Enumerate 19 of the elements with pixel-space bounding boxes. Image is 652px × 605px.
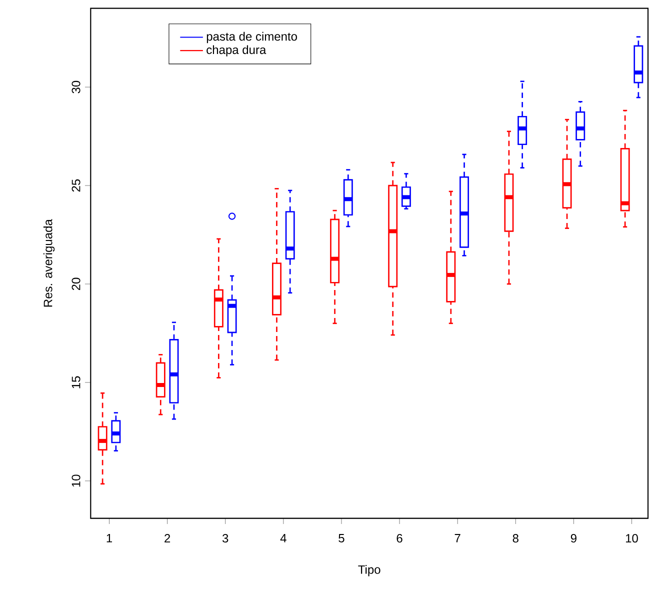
x-axis-title: Tipo <box>358 565 380 576</box>
x-tick-label: 1 <box>106 534 112 542</box>
x-tick-label: 10 <box>626 534 638 543</box>
legend-label: pasta de cimento <box>206 32 297 44</box>
x-tick-label: 8 <box>512 534 518 543</box>
y-tick-label: 15 <box>72 376 80 388</box>
x-tick-label: 2 <box>164 534 170 542</box>
x-tick-label: 7 <box>454 534 460 542</box>
legend-label: chapa dura <box>206 45 266 56</box>
x-tick-label: 6 <box>396 534 402 543</box>
x-tick-label: 3 <box>222 534 228 543</box>
y-tick-label: 25 <box>72 179 80 192</box>
x-tick-label: 9 <box>570 534 576 543</box>
y-tick-label: 30 <box>72 80 80 94</box>
x-tick-label: 4 <box>280 534 286 542</box>
x-tick-label: 5 <box>338 534 344 542</box>
y-axis-title: Res. averiguada <box>43 219 55 307</box>
y-tick-label: 10 <box>72 474 80 487</box>
y-tick-label: 20 <box>72 278 80 290</box>
